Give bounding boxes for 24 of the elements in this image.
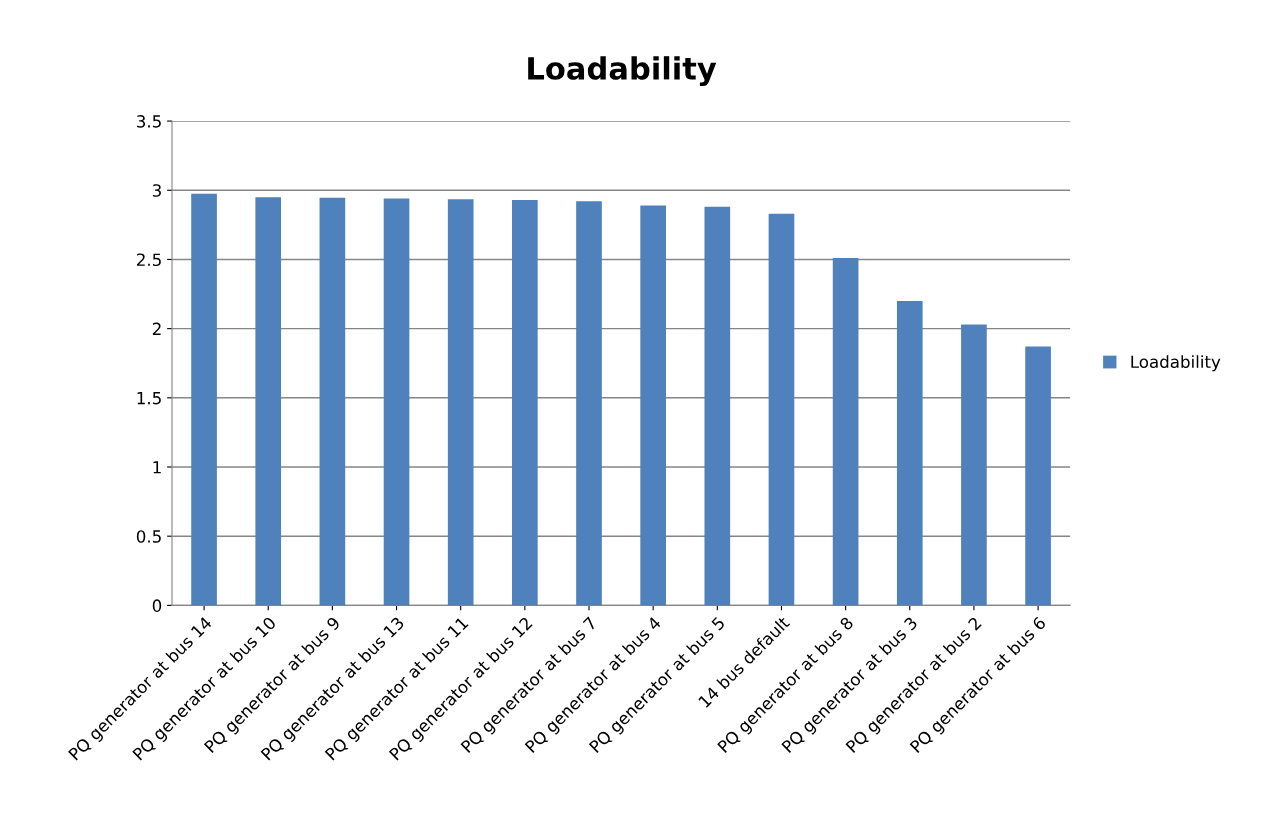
bar	[191, 193, 217, 606]
bar	[383, 198, 410, 606]
bar	[961, 324, 987, 606]
bar	[576, 201, 602, 606]
bar	[704, 206, 731, 606]
chart-title: Loadability	[528, 56, 717, 86]
legend-label: Loadability	[1131, 355, 1221, 372]
y-tick-label: 3.5	[137, 115, 161, 128]
bar	[255, 197, 282, 606]
bar	[319, 197, 346, 606]
y-tick-label: 2.5	[136, 253, 161, 267]
y-tick-label: 0.5	[136, 530, 161, 543]
y-tick-label: 3	[152, 184, 161, 197]
bar	[832, 258, 859, 606]
bar	[640, 205, 666, 606]
y-tick-label: 1.5	[137, 392, 161, 405]
bar	[1025, 346, 1051, 606]
bar	[447, 199, 474, 606]
y-tick-label: 1	[153, 461, 161, 474]
y-tick-label: 2	[152, 322, 161, 335]
bar	[768, 213, 795, 606]
y-tick-label: 0	[152, 599, 162, 612]
bar	[896, 300, 923, 606]
bar	[512, 199, 538, 606]
